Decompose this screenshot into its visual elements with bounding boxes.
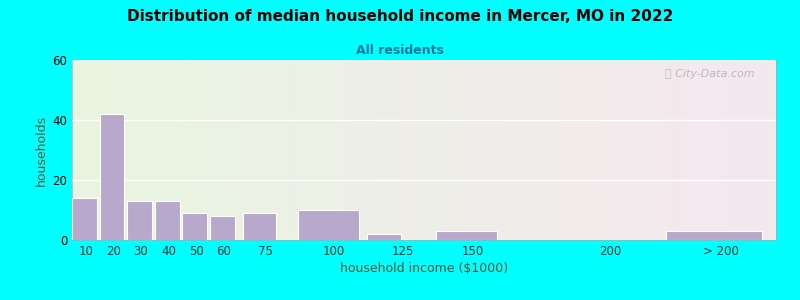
Bar <box>367 234 401 240</box>
Text: All residents: All residents <box>356 44 444 56</box>
X-axis label: household income ($1000): household income ($1000) <box>340 262 508 275</box>
Bar <box>100 114 125 240</box>
Bar <box>182 213 207 240</box>
Bar <box>210 216 235 240</box>
Bar <box>127 201 152 240</box>
Bar <box>298 210 359 240</box>
Bar <box>243 213 276 240</box>
Bar <box>155 201 180 240</box>
Y-axis label: households: households <box>35 114 48 186</box>
Bar <box>72 198 97 240</box>
Text: Ⓣ City-Data.com: Ⓣ City-Data.com <box>666 69 755 79</box>
Bar <box>437 231 497 240</box>
Bar <box>666 231 762 240</box>
Text: Distribution of median household income in Mercer, MO in 2022: Distribution of median household income … <box>127 9 673 24</box>
